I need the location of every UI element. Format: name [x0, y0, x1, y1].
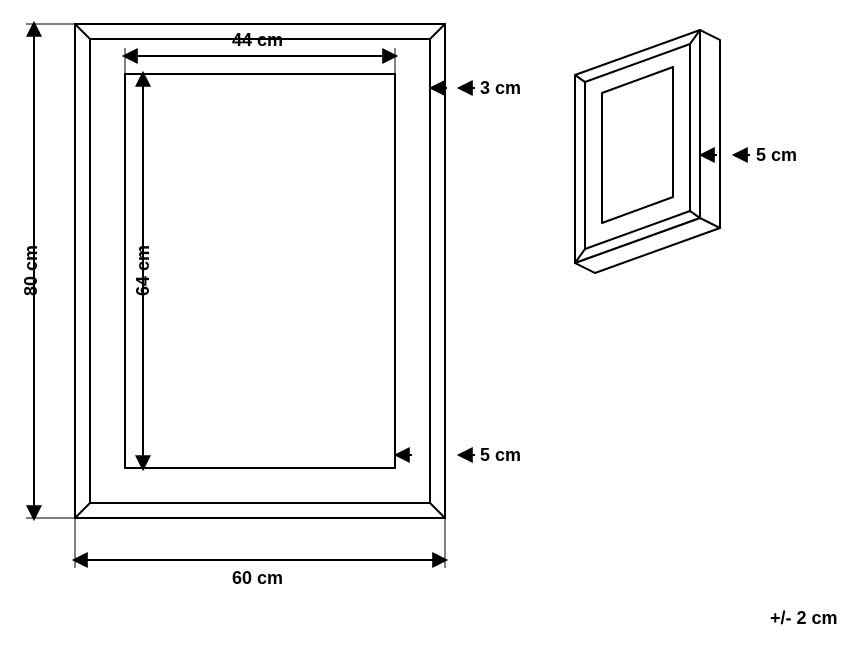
label-outer-width: 60 cm: [232, 568, 283, 589]
label-inner-width: 44 cm: [232, 30, 283, 51]
label-tolerance: +/- 2 cm: [770, 608, 838, 629]
frame-outer: [75, 24, 445, 518]
label-depth: 5 cm: [756, 145, 797, 166]
label-outer-height: 80 cm: [21, 245, 42, 296]
frame-aperture: [125, 74, 395, 468]
iso-frame: [575, 30, 720, 273]
dimension-diagram: [0, 0, 856, 653]
label-inner-height: 64 cm: [133, 245, 154, 296]
label-bezel-step: 3 cm: [480, 78, 521, 99]
label-bezel-full: 5 cm: [480, 445, 521, 466]
